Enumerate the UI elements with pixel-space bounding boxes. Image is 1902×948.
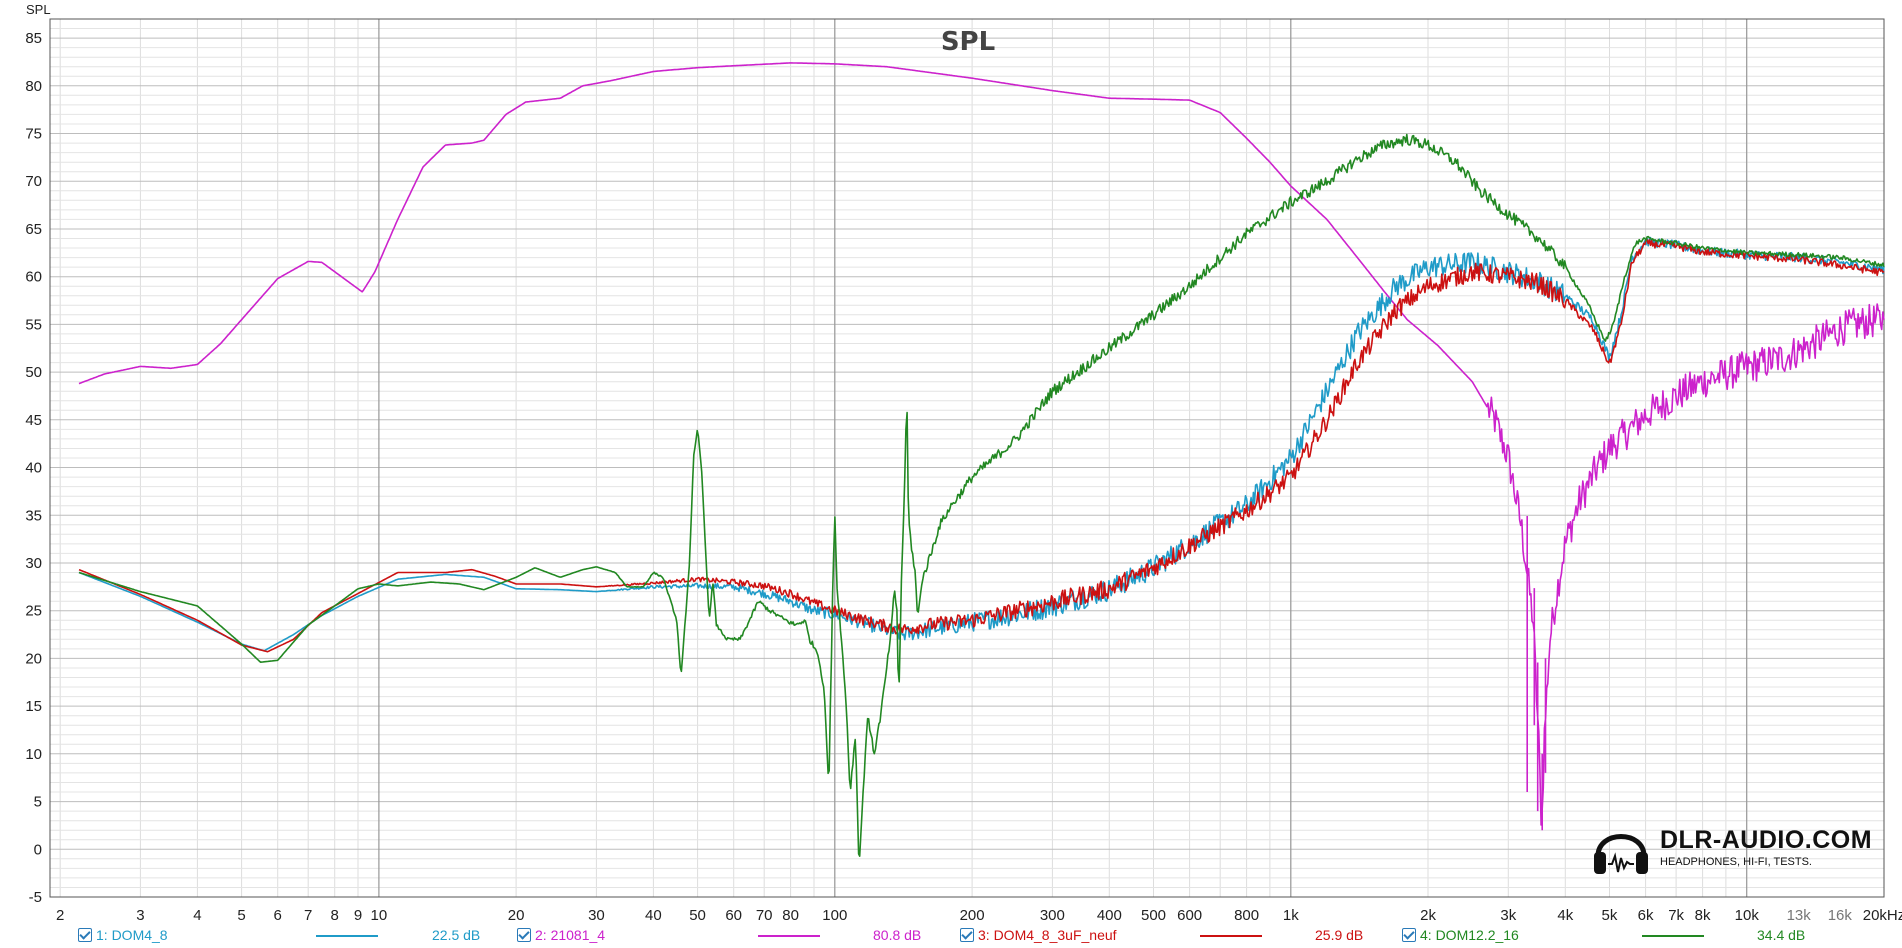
x-tick-label: 80 [782, 907, 799, 924]
series-line-2 [78, 62, 1885, 831]
y-tick-label: 70 [25, 173, 42, 190]
series-lines [78, 62, 1885, 857]
x-tick-label: 10 [371, 907, 388, 924]
x-tick-label: 6 [274, 907, 282, 924]
x-axis-ticks: 2 3 4 5 6 7 8 9 10 20 30 40 50 60 70 80 100 200 300 400 500 6… [56, 907, 1902, 924]
x-tick-label: 9 [354, 907, 362, 924]
y-tick-label: -5 [29, 889, 42, 906]
x-tick-label: 3k [1500, 907, 1516, 924]
x-tick-label: 50 [689, 907, 706, 924]
y-tick-label: 20 [25, 650, 42, 667]
x-tick-label: 800 [1234, 907, 1259, 924]
x-tick-label: 2 [56, 907, 64, 924]
x-tick-label: 5k [1602, 907, 1618, 924]
legend-series-2-label: 2: 21081_4 [535, 927, 606, 943]
legend-series-1-swatch [316, 935, 378, 937]
x-tick-label: 100 [822, 907, 847, 924]
y-tick-label: 30 [25, 555, 42, 572]
legend-series-1-value: 22.5 dB [432, 927, 481, 943]
plot-frame [49, 18, 1885, 898]
x-tick-label: 200 [960, 907, 985, 924]
x-tick-label: 4k [1557, 907, 1573, 924]
site-logo: DLR-AUDIO.COM HEADPHONES, HI-FI, TESTS. [1590, 818, 1890, 878]
x-tick-label: 40 [645, 907, 662, 924]
x-tick-label: 13k [1787, 907, 1812, 924]
y-tick-label: 55 [25, 316, 42, 333]
x-tick-label: 600 [1177, 907, 1202, 924]
legend-series-1-label: 1: DOM4_8 [96, 927, 168, 943]
legend-series-3-value: 25.9 dB [1315, 927, 1364, 943]
legend-series-2-swatch [758, 935, 820, 937]
minor-gridlines [50, 18, 1885, 897]
x-tick-label: 8 [331, 907, 339, 924]
legend-bar: 1: DOM4_8 22.5 dB 2: 21081_4 80.8 dB 3: … [0, 924, 1902, 948]
x-tick-label: 300 [1040, 907, 1065, 924]
x-tick-label: 20 [508, 907, 525, 924]
x-tick-label: 7 [304, 907, 312, 924]
y-tick-label: 45 [25, 412, 42, 429]
headphones-icon [1594, 834, 1648, 874]
x-tick-label: 60 [725, 907, 742, 924]
y-tick-label: 15 [25, 698, 42, 715]
x-tick-label: 16k [1828, 907, 1853, 924]
series-line-3 [78, 239, 1885, 653]
legend-series-4-swatch [1642, 935, 1704, 937]
x-tick-label: 3 [136, 907, 144, 924]
legend-series-2-value: 80.8 dB [873, 927, 922, 943]
x-tick-label: 30 [588, 907, 605, 924]
y-tick-label: 50 [25, 364, 42, 381]
x-tick-label: 5 [237, 907, 245, 924]
x-tick-label: 2k [1420, 907, 1436, 924]
y-tick-label: 60 [25, 269, 42, 286]
x-tick-label: 4 [193, 907, 201, 924]
x-tick-label: 8k [1695, 907, 1711, 924]
series-1-checkbox[interactable] [78, 928, 92, 942]
y-tick-label: 35 [25, 507, 42, 524]
series-line-1 [78, 236, 1885, 652]
x-tick-label: 500 [1141, 907, 1166, 924]
series-3-checkbox[interactable] [960, 928, 974, 942]
series-2-checkbox[interactable] [517, 928, 531, 942]
y-tick-label: 80 [25, 78, 42, 95]
y-tick-label: 0 [34, 841, 42, 858]
logo-subtitle: HEADPHONES, HI-FI, TESTS. [1660, 856, 1812, 868]
logo-title: DLR-AUDIO.COM [1660, 826, 1873, 854]
legend-series-4-value: 34.4 dB [1757, 927, 1806, 943]
x-tick-label: 7k [1668, 907, 1684, 924]
series-4-checkbox[interactable] [1402, 928, 1416, 942]
x-tick-label: 6k [1638, 907, 1654, 924]
y-tick-label: 10 [25, 746, 42, 763]
legend-series-3-swatch [1200, 935, 1262, 937]
x-tick-label: 20kHz [1863, 907, 1902, 924]
legend-series-4-label: 4: DOM12.2_16 [1420, 927, 1519, 943]
y-tick-label: 85 [25, 30, 42, 47]
series-line-4 [78, 133, 1885, 857]
y-tick-label: 25 [25, 603, 42, 620]
legend-series-3-label: 3: DOM4_8_3uF_neuf [978, 927, 1117, 943]
x-tick-label: 400 [1097, 907, 1122, 924]
x-tick-label: 10k [1735, 907, 1760, 924]
y-tick-label: 65 [25, 221, 42, 238]
chart-title: SPL [941, 27, 995, 57]
x-tick-label: 1k [1283, 907, 1299, 924]
y-tick-label: 75 [25, 126, 42, 143]
x-tick-label: 70 [756, 907, 773, 924]
y-tick-label: 40 [25, 460, 42, 477]
y-axis-label: SPL [26, 2, 51, 17]
y-tick-label: 5 [34, 794, 42, 811]
